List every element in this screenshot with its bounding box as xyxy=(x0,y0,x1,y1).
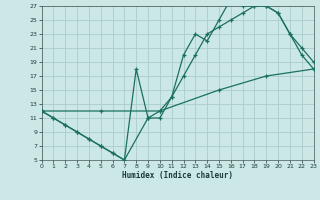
X-axis label: Humidex (Indice chaleur): Humidex (Indice chaleur) xyxy=(122,171,233,180)
